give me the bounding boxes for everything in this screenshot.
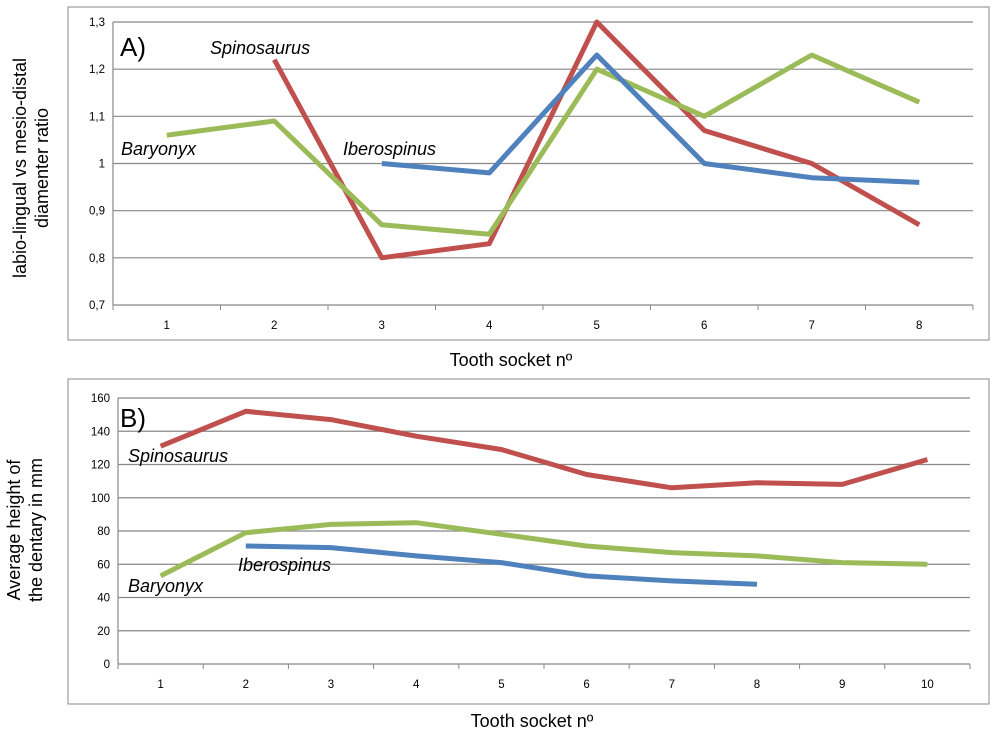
chart-b-x-tick-label: 6 <box>583 679 589 691</box>
chart-b-y-tick-label: 20 <box>97 626 110 638</box>
chart-a-series <box>166 19 921 261</box>
chart-b-y-tick-label: 120 <box>91 460 110 472</box>
chart-a-x-tick-label: 7 <box>809 320 815 332</box>
chart-a-series-label-baryonyx: Baryonyx <box>121 139 197 159</box>
chart-a-series-label-iberospinus: Iberospinus <box>343 139 436 159</box>
chart-a-series-line-baryonyx <box>166 52 921 237</box>
chart-a-y-tick-labels: 0,7 0,8 0,9 1 1,1 1,2 1,3 <box>89 17 105 312</box>
chart-panel-b: 0 20 40 60 80 100 120 140 160 1 2 3 4 5 6 7 8 9 10 B) Spi… <box>4 378 990 731</box>
chart-a-x-tick-label: 8 <box>916 320 922 332</box>
chart-a-series-line-iberospinus <box>381 52 920 185</box>
chart-b-x-tick-label: 4 <box>413 679 420 691</box>
chart-b-y-axis-title-line2: the dentary in mm <box>26 458 46 602</box>
chart-a-y-tick-label: 0,9 <box>89 206 105 218</box>
chart-b-y-tick-label: 40 <box>97 593 110 605</box>
chart-b-y-tick-label: 140 <box>91 426 110 438</box>
chart-a-y-tick-label: 0,7 <box>89 300 105 312</box>
chart-b-frame <box>67 378 990 705</box>
chart-b-x-tick-labels: 1 2 3 4 5 6 7 8 9 10 <box>157 679 933 691</box>
chart-a-series-label-spinosaurus: Spinosaurus <box>210 38 310 58</box>
chart-b-series-line-iberospinus <box>245 543 758 587</box>
chart-a-x-tick-label: 4 <box>486 320 493 332</box>
chart-a-y-axis-title-line1: labio-lingual vs mesio-distal <box>10 58 30 278</box>
chart-b-series-label-spinosaurus: Spinosaurus <box>128 446 228 466</box>
chart-a-y-tick-label: 1 <box>99 159 105 171</box>
chart-b-series-label-baryonyx: Baryonyx <box>128 576 204 596</box>
chart-b-x-tick-label: 7 <box>669 679 675 691</box>
chart-a-x-tick-label: 1 <box>164 320 170 332</box>
chart-a-y-tick-label: 1,2 <box>89 64 105 76</box>
chart-a-x-axis-title: Tooth socket nº <box>450 350 573 370</box>
chart-b-x-tick-label: 8 <box>754 679 760 691</box>
chart-b-series-label-iberospinus: Iberospinus <box>238 555 331 575</box>
chart-b-x-tick-label: 9 <box>839 679 845 691</box>
chart-b-axes <box>117 398 971 669</box>
chart-b-gridlines <box>118 397 970 632</box>
chart-a-gridlines <box>113 21 973 259</box>
chart-b-series-line-spinosaurus <box>159 408 929 491</box>
chart-a-x-tick-label: 2 <box>271 320 277 332</box>
chart-b-y-tick-label: 80 <box>97 526 110 538</box>
chart-a-series-line-spinosaurus <box>272 19 921 261</box>
chart-a-x-tick-label: 3 <box>379 320 385 332</box>
chart-b-y-axis-title-line1: Average height of <box>4 459 24 601</box>
chart-b-y-tick-label: 0 <box>104 659 110 671</box>
chart-b-y-tick-label: 160 <box>91 393 110 405</box>
chart-b-x-tick-label: 5 <box>498 679 504 691</box>
chart-a-x-tick-label: 5 <box>594 320 600 332</box>
chart-a-y-tick-label: 0,8 <box>89 253 105 265</box>
chart-b-x-tick-label: 10 <box>921 679 934 691</box>
chart-panel-a: 0,7 0,8 0,9 1 1,1 1,2 1,3 1 2 3 4 5 6 7 8 A) Spinosau… <box>10 6 990 370</box>
chart-a-y-tick-label: 1,3 <box>89 17 105 29</box>
chart-a-y-tick-label: 1,1 <box>89 111 105 123</box>
chart-b-x-tick-label: 2 <box>243 679 249 691</box>
chart-a-axes <box>112 22 974 310</box>
chart-b-series <box>159 408 929 587</box>
chart-b-series-line-baryonyx <box>159 520 928 579</box>
chart-b-y-tick-label: 100 <box>91 493 110 505</box>
chart-a-x-tick-labels: 1 2 3 4 5 6 7 8 <box>164 320 923 332</box>
chart-b-y-tick-label: 60 <box>97 559 110 571</box>
chart-a-panel-label: A) <box>120 32 146 62</box>
chart-a-y-axis-title-line2: diamenter ratio <box>32 108 52 228</box>
chart-b-x-axis-title: Tooth socket nº <box>471 711 594 731</box>
chart-b-panel-label: B) <box>120 403 146 433</box>
chart-b-x-tick-label: 1 <box>157 679 163 691</box>
chart-b-y-tick-labels: 0 20 40 60 80 100 120 140 160 <box>91 393 110 671</box>
chart-b-x-tick-label: 3 <box>328 679 334 691</box>
chart-a-x-tick-label: 6 <box>701 320 707 332</box>
